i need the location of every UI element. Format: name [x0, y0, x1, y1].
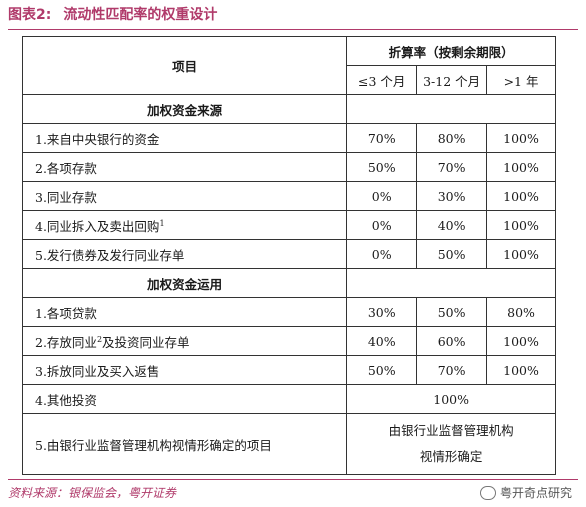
table-row: 2.存放同业2及投资同业存单 40% 60% 100% [21, 326, 556, 356]
figure-label: 图表2: [8, 7, 52, 23]
table-row: 1.来自中央银行的资金 70% 80% 100% [21, 123, 556, 153]
value-cell: 30% [346, 297, 418, 327]
row-label: 2.存放同业2及投资同业存单 [21, 326, 348, 356]
row-label: 1.来自中央银行的资金 [21, 123, 348, 153]
table-row: 4.其他投资 100% [21, 384, 556, 414]
term-header: 3-12 个月 [416, 65, 488, 95]
value-cell: 50% [416, 297, 488, 327]
value-cell: 100% [486, 326, 556, 356]
source-note: 资料来源：银保监会，粤开证券 [8, 486, 177, 500]
figure-title: 图表2: 流动性匹配率的权重设计 [8, 4, 217, 24]
value-cell: 40% [416, 210, 488, 240]
bottom-divider [8, 479, 578, 480]
table-row: 5.发行债券及发行同业存单 0% 50% 100% [21, 239, 556, 269]
value-cell: 80% [416, 123, 488, 153]
merged-value-cell: 100% [346, 384, 556, 414]
watermark-text: 粤开奇点研究 [499, 486, 572, 500]
value-cell: 60% [416, 326, 488, 356]
value-cell: 0% [346, 239, 418, 269]
merged-line: 视情形确定 [419, 449, 483, 464]
row-label: 2.各项存款 [21, 152, 348, 182]
weight-table: 项目 折算率（按剩余期限） ≤3 个月 3-12 个月 >1 年 加权资金来源 … [21, 36, 556, 475]
value-cell: 100% [486, 181, 556, 211]
row-label: 4.同业拆入及卖出回购1 [21, 210, 348, 240]
value-cell: 40% [346, 326, 418, 356]
value-cell: 100% [486, 239, 556, 269]
row-label: 4.其他投资 [21, 384, 348, 414]
value-cell: 80% [486, 297, 556, 327]
table-row: 1.各项贷款 30% 50% 80% [21, 297, 556, 327]
table-row: 2.各项存款 50% 70% 100% [21, 152, 556, 182]
value-cell: 0% [346, 210, 418, 240]
watermark: 粤开奇点研究 [479, 484, 572, 501]
row-label-text: 4.同业拆入及卖出回购 [35, 218, 160, 234]
value-cell: 70% [346, 123, 418, 153]
table-row: 5.由银行业监督管理机构视情形确定的项目 由银行业监督管理机构 视情形确定 [21, 413, 556, 475]
row-label: 3.拆放同业及买入返售 [21, 355, 348, 385]
value-cell: 70% [416, 152, 488, 182]
term-header: >1 年 [486, 65, 556, 95]
row-label: 5.发行债券及发行同业存单 [21, 239, 348, 269]
value-cell: 0% [346, 181, 418, 211]
row-label: 3.同业存款 [21, 181, 348, 211]
header-rate: 折算率（按剩余期限） [346, 36, 556, 66]
title-divider [8, 29, 578, 30]
empty-cell [346, 268, 556, 298]
wechat-icon [479, 485, 496, 500]
figure-caption: 流动性匹配率的权重设计 [63, 7, 218, 23]
value-cell: 50% [416, 239, 488, 269]
row-label: 1.各项贷款 [21, 297, 348, 327]
row-label: 5.由银行业监督管理机构视情形确定的项目 [21, 413, 348, 475]
value-cell: 100% [486, 210, 556, 240]
value-cell: 100% [486, 152, 556, 182]
row-label-text: 2.存放同业 [35, 334, 97, 350]
value-cell: 50% [346, 152, 418, 182]
value-cell: 70% [416, 355, 488, 385]
value-cell: 50% [346, 355, 418, 385]
section-sources: 加权资金来源 [21, 94, 348, 124]
value-cell: 30% [416, 181, 488, 211]
row-label-text: 及投资同业存单 [102, 334, 190, 350]
header-item: 项目 [21, 36, 348, 95]
term-header: ≤3 个月 [346, 65, 418, 95]
section-uses: 加权资金运用 [21, 268, 348, 298]
merged-line: 由银行业监督管理机构 [388, 423, 514, 438]
value-cell: 100% [486, 123, 556, 153]
value-cell: 100% [486, 355, 556, 385]
table-row: 3.同业存款 0% 30% 100% [21, 181, 556, 211]
footnote-mark: 1 [159, 218, 165, 228]
footnote-mark: 2 [96, 334, 103, 344]
table-row: 3.拆放同业及买入返售 50% 70% 100% [21, 355, 556, 385]
merged-value-cell: 由银行业监督管理机构 视情形确定 [346, 413, 556, 475]
empty-cell [346, 94, 556, 124]
table-row: 4.同业拆入及卖出回购1 0% 40% 100% [21, 210, 556, 240]
